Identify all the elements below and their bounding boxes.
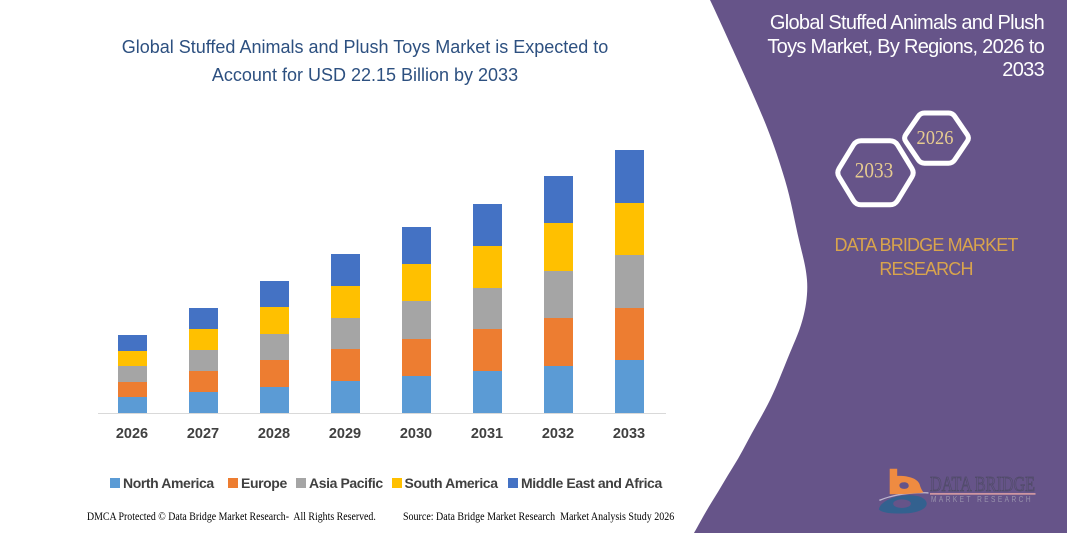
svg-text:DATA BRIDGE: DATA BRIDGE	[930, 472, 1035, 496]
svg-text:2026: 2026	[917, 127, 954, 149]
svg-text:2033: 2033	[855, 158, 894, 183]
svg-text:MARKET RESEARCH: MARKET RESEARCH	[931, 495, 1033, 504]
